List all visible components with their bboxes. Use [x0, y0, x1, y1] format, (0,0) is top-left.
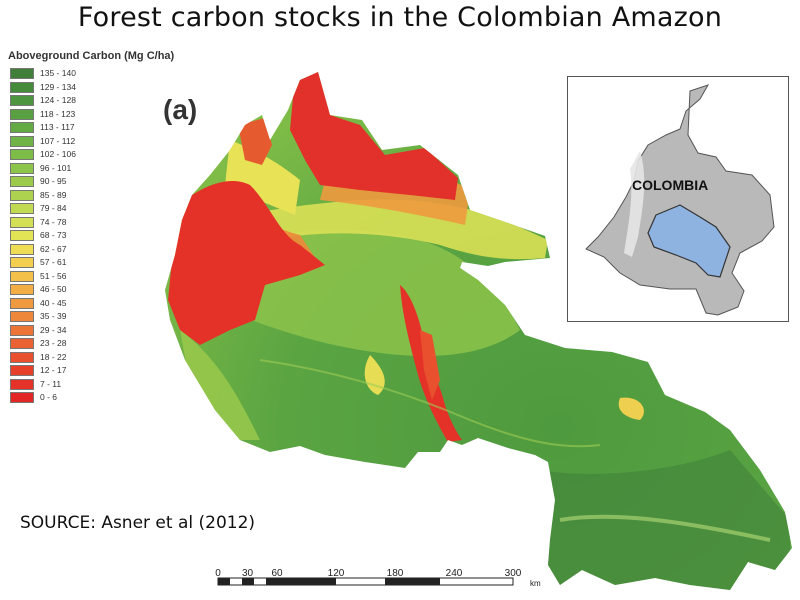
- legend-swatch: [10, 338, 34, 349]
- legend-label: 68 - 73: [40, 230, 67, 240]
- legend-label: 46 - 50: [40, 284, 67, 294]
- scale-unit: km: [530, 579, 541, 588]
- legend-label: 12 - 17: [40, 365, 67, 375]
- panel-label: (a): [163, 94, 198, 125]
- red-zone-north: [290, 72, 458, 200]
- legend-swatch: [10, 189, 34, 201]
- legend-swatch: [10, 270, 34, 282]
- yellow-spot: [364, 355, 385, 395]
- river-2: [259, 359, 601, 448]
- legend-swatch: [10, 311, 34, 322]
- legend-label: 90 - 95: [40, 176, 67, 186]
- inset-map: [567, 76, 789, 322]
- legend-label: 79 - 84: [40, 203, 67, 213]
- legend-swatch: [10, 297, 34, 309]
- colombia-shape: [585, 84, 775, 316]
- legend-label: 18 - 22: [40, 351, 67, 362]
- andes-highlight: [624, 151, 645, 257]
- scale-tick-label: 300: [504, 568, 522, 579]
- legend-swatch: [10, 284, 34, 295]
- legend-label: 40 - 45: [40, 297, 67, 308]
- legend-swatch: [10, 351, 34, 363]
- legend-swatch: [10, 95, 34, 106]
- yellow-north-patch: [225, 140, 300, 215]
- legend-label: 85 - 89: [40, 189, 67, 200]
- legend-title: Aboveground Carbon (Mg C/ha): [8, 50, 175, 62]
- legend-swatch: [10, 108, 34, 120]
- red-strip-central: [400, 285, 462, 442]
- legend-label: 135 - 140: [40, 68, 76, 78]
- yellow-spot-east: [618, 397, 644, 420]
- scale-seg-3: [266, 578, 336, 585]
- legend-label: 74 - 78: [40, 216, 67, 227]
- scale-bar: [217, 577, 514, 586]
- legend-label: 129 - 134: [40, 81, 76, 92]
- legend-label: 62 - 67: [40, 243, 67, 254]
- legend-swatch: [10, 257, 34, 268]
- scale-tick-label: 180: [386, 568, 404, 579]
- scale-tick-label: 60: [271, 568, 283, 579]
- legend-label: 124 - 128: [40, 95, 76, 105]
- legend-swatch: [10, 378, 34, 390]
- red-zone-nw-tip: [238, 118, 272, 165]
- legend-label: 96 - 101: [40, 162, 72, 173]
- legend-swatch: [10, 243, 34, 255]
- legend-swatch: [10, 203, 34, 214]
- red-zone-west: [168, 180, 325, 345]
- legend-label: 35 - 39: [40, 311, 67, 321]
- scale-seg-1: [218, 578, 230, 585]
- amazon-region-highlight: [647, 204, 731, 278]
- map-title: Forest carbon stocks in the Colombian Am…: [77, 2, 723, 33]
- legend-label: 7 - 11: [40, 378, 62, 389]
- scale-tick-label: 240: [445, 568, 463, 579]
- legend-label: 23 - 28: [40, 338, 67, 348]
- legend-label: 0 - 6: [40, 392, 58, 402]
- legend-swatch: [10, 149, 34, 160]
- legend-swatch: [10, 81, 34, 93]
- legend-label: 118 - 123: [40, 108, 76, 119]
- legend-swatch: [10, 176, 34, 187]
- source-credit: SOURCE: Asner et al (2012): [20, 513, 256, 533]
- legend-swatch: [10, 135, 34, 147]
- legend-swatch: [10, 392, 34, 403]
- legend-swatch: [10, 162, 34, 174]
- scale-tick-label: 0: [215, 568, 221, 579]
- legend-swatch: [10, 230, 34, 241]
- legend-label: 57 - 61: [40, 257, 67, 267]
- legend-label: 51 - 56: [40, 270, 67, 281]
- legend-swatch: [10, 68, 34, 79]
- legend-label: 113 - 117: [40, 122, 75, 132]
- legend-swatch: [10, 324, 34, 336]
- river: [559, 514, 771, 542]
- scale-tick-label: 30: [241, 568, 254, 579]
- legend-swatch: [10, 216, 34, 228]
- red-strip-central-2: [420, 330, 440, 400]
- legend-swatch: [10, 365, 34, 376]
- scale-seg-2: [242, 578, 254, 585]
- legend-label: 29 - 34: [40, 324, 67, 335]
- inset-country-label: COLOMBIA: [632, 177, 709, 193]
- legend-swatch: [10, 122, 34, 133]
- inset-map-svg: [585, 84, 775, 316]
- legend-label: 102 - 106: [40, 149, 76, 159]
- scale-bar-frame: [217, 577, 514, 586]
- scale-tick-label: 120: [327, 568, 345, 579]
- dark-green-southeast: [540, 450, 790, 590]
- scale-seg-4: [385, 578, 440, 585]
- legend-label: 107 - 112: [40, 135, 76, 146]
